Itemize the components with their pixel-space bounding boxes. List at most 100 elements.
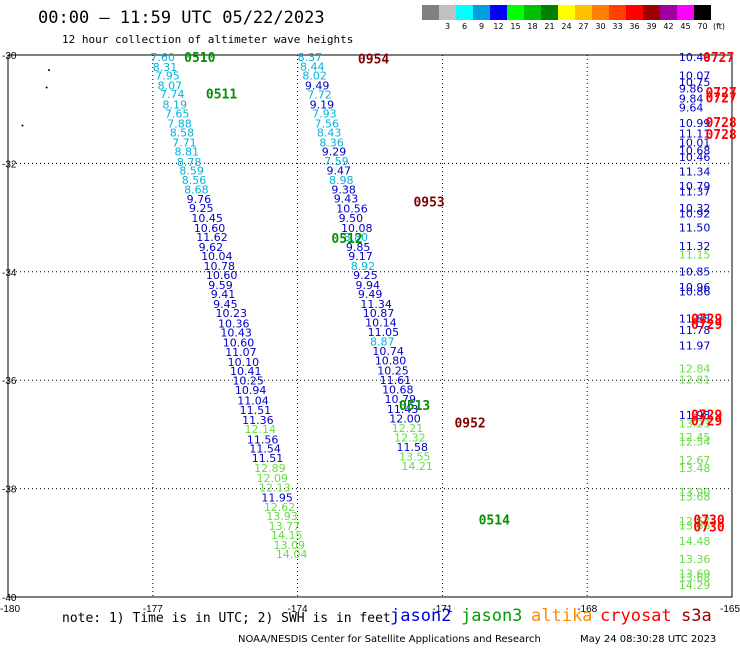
x-tick-label: -180	[0, 604, 20, 615]
wave-height-label: 11.56	[247, 433, 278, 446]
wave-height-label: 9.47	[327, 164, 352, 177]
pass-time-label: 0513	[399, 399, 430, 414]
wave-height-label: 11.36	[242, 414, 273, 427]
wave-height-label: 10.04	[201, 250, 233, 263]
legend-tick-label: 12	[493, 22, 504, 31]
wave-height-label: 9.25	[189, 202, 214, 215]
wave-height-label: 9.43	[334, 193, 359, 206]
wave-height-label: 10.32	[679, 202, 711, 215]
wave-height-label: 8.37	[298, 51, 323, 64]
footer-note: note: 1) Time is in UTC; 2) SWH is in fe…	[62, 611, 391, 626]
y-tick-label: -40	[2, 593, 17, 604]
wave-height-label: 11.15	[679, 248, 711, 261]
page-title: 00:00 – 11:59 UTC 05/22/2023	[38, 8, 325, 28]
wave-height-label: 10.85	[679, 265, 711, 278]
wave-height-label: 10.60	[206, 269, 238, 282]
legend-tick-label: 3	[444, 22, 451, 31]
wave-height-label: 9.49	[358, 288, 383, 301]
wave-height-label: 8.31	[153, 61, 178, 74]
legend-swatch	[592, 5, 609, 20]
wave-height-label: 8.87	[370, 336, 395, 349]
x-tick-label: -168	[577, 604, 597, 615]
wave-height-label: 12.14	[245, 423, 276, 436]
wave-height-label: 10.08	[341, 222, 373, 235]
wave-height-label: 9.38	[331, 183, 356, 196]
wave-height-label: 10.56	[336, 202, 368, 215]
pass-time-label: 0729	[691, 408, 722, 423]
wave-height-label: 11.07	[225, 346, 257, 359]
wave-height-label: 11.88	[679, 312, 711, 325]
wave-height-label: 8.81	[175, 145, 200, 158]
satellite-jason3-label: jason3	[461, 606, 523, 626]
legend-swatch	[439, 5, 456, 20]
wave-height-label: 13.55	[399, 451, 431, 464]
wave-height-label: 9.85	[346, 241, 371, 254]
legend-tick-label: 21	[544, 22, 555, 31]
wave-height-label: 7.95	[155, 70, 180, 83]
y-tick-label: -34	[2, 268, 17, 279]
legend-tick-label: 18	[527, 22, 538, 31]
wave-height-label: 11.97	[679, 340, 711, 353]
wave-height-label: 8.58	[170, 127, 195, 140]
wave-height-label: 11.62	[196, 231, 228, 244]
wave-height-label: 10.99	[679, 117, 711, 130]
y-tick-label: -36	[2, 376, 17, 387]
wave-height-label: 10.01	[679, 136, 711, 149]
legend-swatch	[660, 5, 677, 20]
wave-height-label: 8.98	[329, 174, 354, 187]
wave-height-label: 8.44	[300, 60, 325, 73]
wave-height-label: 8.59	[179, 164, 204, 177]
wave-height-label: 10.68	[382, 383, 414, 396]
wave-height-label: 8.56	[182, 174, 207, 187]
wave-height-label: 10.78	[203, 260, 235, 273]
wave-height-label: 9.86	[679, 83, 704, 96]
wave-height-label: 8.80	[343, 231, 368, 244]
wave-height-label: 7.59	[324, 155, 349, 168]
wave-height-label: 11.05	[368, 326, 400, 339]
wave-height-label: 12.89	[254, 462, 286, 475]
wave-height-label: 12.45	[679, 431, 711, 444]
wave-height-label: 13.69	[679, 568, 711, 581]
wave-height-label: 7.60	[150, 51, 175, 64]
wave-height-label: 9.76	[187, 193, 212, 206]
pass-time-label: 0729	[691, 318, 722, 333]
legend-tick-label: 70	[697, 22, 708, 31]
satellite-jason2-label: jason2	[390, 606, 452, 626]
x-tick-label: -177	[143, 604, 163, 615]
wave-height-label: 11.95	[261, 491, 293, 504]
wave-height-label: 8.36	[319, 136, 344, 149]
wave-height-label: 14.48	[679, 535, 711, 548]
legend-tick-label: 6	[461, 22, 468, 31]
wave-height-label: 12.54	[679, 435, 711, 448]
satellite-s3a-label: s3a	[681, 606, 712, 626]
wave-height-label: 11.54	[249, 442, 280, 455]
wave-height-label: 13.48	[679, 462, 711, 475]
wave-height-label: 8.07	[158, 79, 183, 92]
x-tick-label: -171	[432, 604, 452, 615]
legend-unit: (ft)	[713, 22, 726, 31]
wave-height-label: 10.60	[223, 336, 255, 349]
wave-height-label: 9.64	[679, 102, 704, 115]
wave-height-label: 7.72	[307, 89, 332, 102]
wave-height-label: 10.46	[679, 151, 711, 164]
wave-height-label: 9.29	[322, 145, 347, 158]
wave-height-label: 10.07	[679, 70, 711, 83]
wave-height-label: 10.10	[228, 356, 260, 369]
pass-time-label: 0728	[705, 116, 736, 131]
legend-swatch	[507, 5, 524, 20]
wave-height-label: 13.36	[679, 553, 711, 566]
wave-height-label: 12.57	[679, 515, 711, 528]
pass-time-label: 0512	[331, 232, 362, 247]
y-tick-label: -32	[2, 159, 17, 170]
pass-time-label: 0730	[693, 521, 724, 536]
wave-height-label: 12.21	[392, 422, 424, 435]
wave-height-label: 7.74	[160, 88, 185, 101]
wave-height-label: 11.58	[397, 441, 429, 454]
wave-height-label: 9.62	[199, 241, 224, 254]
satellite-altika-label: altika	[531, 606, 593, 626]
pass-time-label: 0953	[413, 195, 444, 210]
wave-height-label: 8.68	[184, 183, 209, 196]
wave-height-label: 13.93	[266, 510, 298, 523]
wave-height-label: 13.68	[679, 491, 711, 504]
wave-height-label: 9.41	[211, 288, 236, 301]
